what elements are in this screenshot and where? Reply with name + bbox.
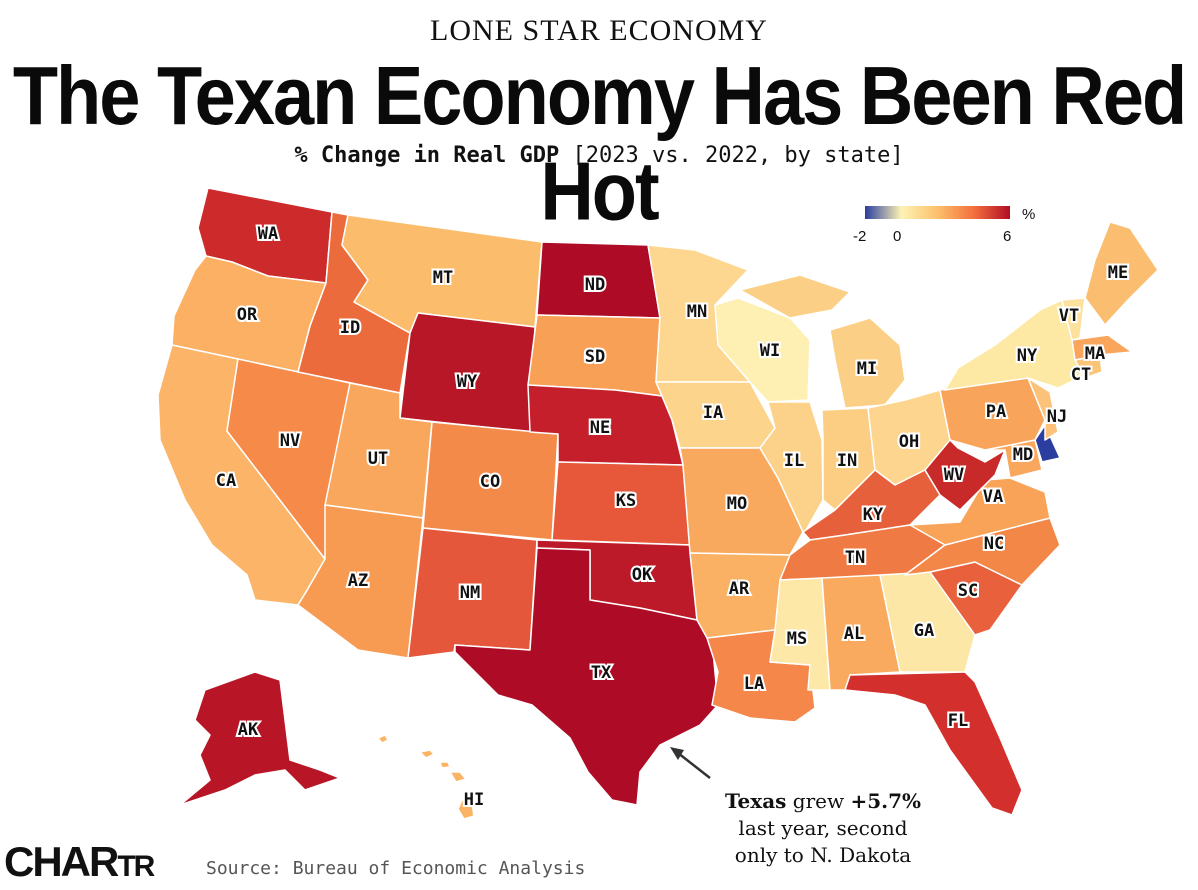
state-label-MD: MD [1013,445,1033,465]
state-AK [179,671,341,806]
state-label-NE: NE [590,418,610,438]
state-MA [1071,334,1133,361]
state-label-TN: TN [845,548,865,568]
state-label-AR: AR [729,579,750,599]
state-WI [714,297,811,403]
annotation-arrow [670,747,711,779]
state-label-VA: VA [983,487,1003,507]
subtitle: % Change in Real GDP [2023 vs. 2022, by … [0,143,1198,168]
annotation-value: +5.7% [850,789,922,813]
state-DE [1034,424,1061,463]
state-label-WA: WA [258,224,278,244]
subtitle-metric: % Change in Real GDP [294,143,560,168]
state-label-AK: AK [238,720,259,740]
state-label-CO: CO [480,472,500,492]
state-label-ID: ID [340,318,360,338]
state-label-ND: ND [585,275,605,295]
state-label-IA: IA [703,403,723,423]
state-label-GA: GA [914,621,934,641]
annotation-verb: grew [786,789,851,813]
state-label-MN: MN [687,302,707,322]
state-label-HI: HI [464,790,484,810]
state-label-TX: TX [591,663,612,683]
state-VT [1061,297,1086,341]
state-label-CA: CA [216,471,236,491]
state-label-FL: FL [948,711,968,731]
state-label-MA: MA [1085,344,1105,364]
state-label-OK: OK [632,565,653,585]
state-label-NY: NY [1017,346,1038,366]
state-label-WI: WI [760,341,780,361]
state-label-MT: MT [433,268,453,288]
state-label-AL: AL [844,624,864,644]
chartr-logo: CHARTR [4,838,155,885]
subtitle-qualifier: [2023 vs. 2022, by state] [559,143,904,168]
kicker: LONE STAR ECONOMY [430,14,768,47]
state-label-UT: UT [368,449,388,469]
state-HI [377,734,475,820]
state-label-MI: MI [857,359,877,379]
annotation-state: Texas [724,789,787,813]
legend: % -2 0 6 [853,206,1035,245]
state-AZ [297,504,424,659]
state-label-VT: VT [1059,306,1079,326]
state-label-KS: KS [616,491,636,511]
legend-tick-zero: 0 [893,228,901,245]
state-label-SD: SD [585,347,605,367]
state-label-NJ: NJ [1047,407,1067,427]
state-label-MO: MO [727,494,747,514]
state-label-MS: MS [787,629,807,649]
state-VA [909,477,1051,546]
legend-tick-min: -2 [853,228,866,245]
state-label-CT: CT [1071,365,1091,385]
state-label-AZ: AZ [348,571,368,591]
state-label-KY: KY [863,505,884,525]
state-label-IN: IN [837,451,857,471]
state-label-OH: OH [899,432,919,452]
page-title: The Texan Economy Has Been Red Hot [12,49,1187,238]
texas-annotation: Texas grew +5.7% last year, second only … [688,788,958,869]
state-ME [1084,221,1159,326]
legend-tick-max: 6 [1003,228,1011,245]
state-label-LA: LA [744,674,764,694]
state-label-SC: SC [958,581,978,601]
legend-unit: % [1022,206,1035,223]
state-MI [739,274,906,409]
annotation-line-3: only to N. Dakota [734,843,912,867]
state-label-ME: ME [1108,263,1128,283]
state-label-NM: NM [460,583,480,603]
state-label-NC: NC [984,534,1004,554]
state-label-PA: PA [986,402,1006,422]
source-note: Source: Bureau of Economic Analysis [206,858,586,879]
state-FL [844,671,1023,816]
state-label-IL: IL [784,451,804,471]
state-label-WY: WY [457,372,478,392]
state-label-WV: WV [944,465,964,485]
legend-gradient-bar [865,206,1010,219]
state-label-NV: NV [280,431,300,451]
state-label-OR: OR [237,305,258,325]
state-TX [454,547,719,806]
annotation-line-2: last year, second [738,816,908,840]
state-NJ [1027,377,1059,441]
